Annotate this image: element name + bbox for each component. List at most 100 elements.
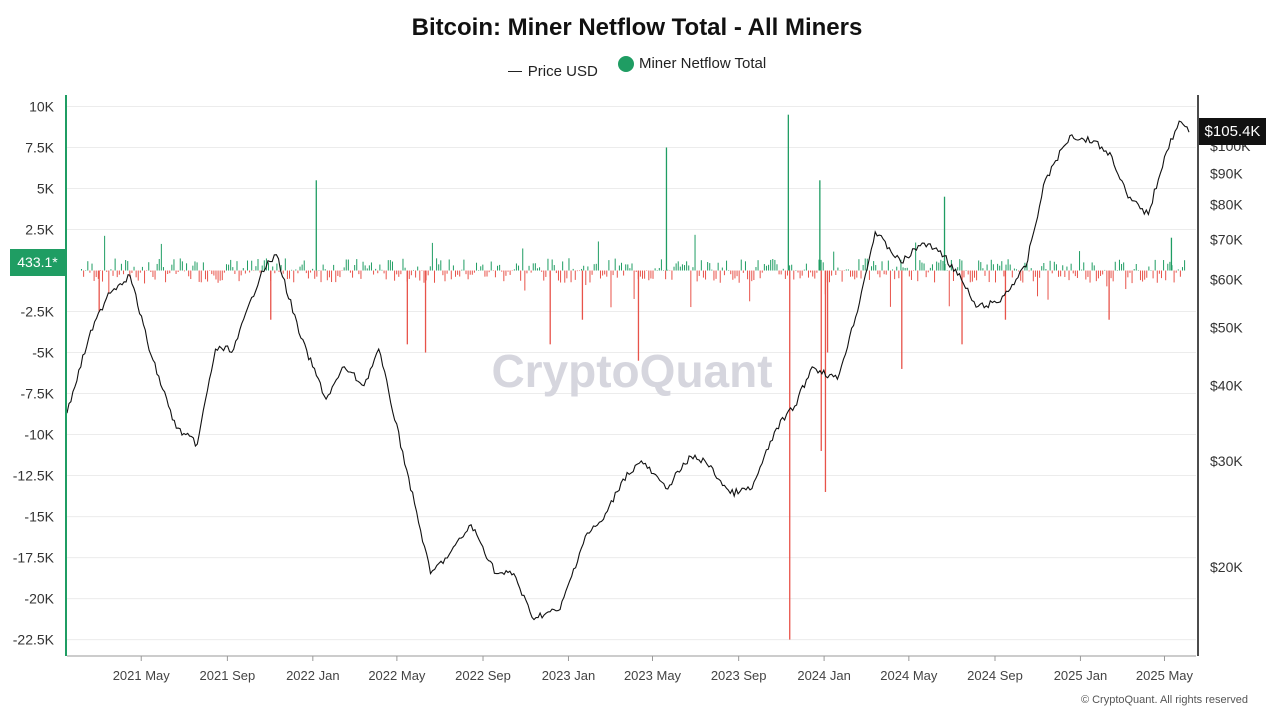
netflow-bar — [299, 266, 301, 271]
netflow-bar — [83, 270, 85, 277]
netflow-bar — [87, 261, 89, 271]
netflow-bar — [595, 263, 597, 271]
left-tick-label: -2.5K — [21, 304, 55, 320]
netflow-bar — [362, 261, 364, 271]
axes — [65, 95, 1199, 657]
netflow-bar — [707, 262, 709, 271]
netflow-bar — [89, 270, 91, 273]
netflow-bar — [286, 270, 288, 280]
left-axis-ticks: 10K 7.5K 5K 2.5K -2.5K -5K -7.5K -10K -12.5K -15K… — [13, 98, 55, 647]
netflow-bar — [627, 264, 629, 271]
netflow-bar — [310, 270, 312, 273]
netflow-bar — [467, 270, 469, 280]
netflow-bar — [486, 270, 488, 277]
netflow-bar — [1104, 269, 1106, 271]
netflow-bar — [829, 270, 831, 283]
netflow-bar — [232, 267, 234, 271]
netflow-bar — [545, 270, 547, 277]
x-tick-label: 2021 May — [113, 668, 171, 683]
line-swatch-icon — [507, 70, 522, 72]
netflow-bar — [144, 270, 146, 284]
netflow-bar — [1165, 270, 1167, 281]
netflow-bar — [322, 264, 324, 271]
netflow-bar — [173, 259, 175, 271]
netflow-bar — [877, 270, 879, 275]
netflow-bar — [465, 270, 467, 275]
netflow-bar — [801, 270, 803, 276]
netflow-bar — [295, 269, 297, 271]
netflow-bar — [656, 270, 658, 271]
netflow-bar — [257, 259, 259, 271]
netflow-bar — [515, 263, 517, 271]
netflow-bar — [919, 260, 921, 271]
netflow-bar — [146, 270, 148, 272]
netflow-bar — [476, 262, 478, 271]
netflow-bar — [1093, 265, 1095, 271]
netflow-bar — [331, 270, 333, 283]
netflow-bar — [278, 270, 280, 272]
netflow-bar — [165, 270, 167, 283]
netflow-bar — [379, 264, 381, 271]
netflow-bar — [251, 260, 253, 271]
netflow-spike-bar — [581, 270, 584, 320]
x-tick-label: 2022 May — [368, 668, 426, 683]
netflow-bar — [591, 270, 593, 275]
netflow-bar — [778, 270, 780, 275]
netflow-bar — [238, 270, 240, 282]
netflow-bar — [358, 270, 360, 275]
netflow-bar — [352, 270, 354, 278]
netflow-bar — [1102, 270, 1104, 275]
left-tick-label: -15K — [24, 509, 54, 525]
netflow-bar — [719, 270, 721, 283]
netflow-bar — [125, 260, 127, 271]
netflow-bar — [429, 266, 431, 271]
netflow-bar — [154, 270, 156, 280]
x-tick-label: 2023 May — [624, 668, 682, 683]
left-tick-label: -22.5K — [13, 632, 55, 648]
netflow-bar — [679, 266, 681, 271]
netflow-bar — [156, 263, 158, 271]
netflow-bar — [1009, 264, 1011, 271]
netflow-bar — [284, 258, 286, 271]
netflow-bar — [196, 262, 198, 271]
netflow-bar — [900, 259, 902, 271]
netflow-bar — [1179, 270, 1181, 277]
netflow-bar — [1169, 261, 1171, 271]
netflow-bar — [774, 259, 776, 271]
netflow-bar — [913, 270, 915, 272]
chart-title: Bitcoin: Miner Netflow Total - All Miner… — [411, 14, 863, 41]
netflow-bar — [228, 264, 230, 271]
netflow-bar — [866, 258, 868, 271]
netflow-bar — [383, 270, 385, 274]
netflow-spike-bar — [315, 180, 317, 271]
netflow-bar — [459, 270, 461, 277]
netflow-bar — [419, 270, 421, 281]
netflow-bar — [650, 270, 652, 279]
netflow-bar — [158, 258, 160, 271]
netflow-bar — [457, 270, 459, 275]
netflow-bar — [1110, 270, 1112, 279]
netflow-bar — [715, 270, 717, 279]
netflow-bar — [450, 270, 452, 280]
netflow-bar — [786, 270, 788, 276]
legend-item-netflow[interactable]: Miner Netflow Total — [617, 55, 766, 72]
netflow-bar — [568, 258, 570, 271]
netflow-bar — [1150, 270, 1152, 271]
legend-item-price[interactable]: Price USD — [507, 63, 598, 80]
netflow-bar — [230, 259, 232, 271]
netflow-bar — [431, 242, 433, 271]
netflow-bar — [965, 270, 967, 271]
netflow-bar — [652, 270, 654, 279]
netflow-bar — [389, 260, 391, 271]
netflow-bar — [684, 265, 686, 271]
netflow-bar — [1087, 270, 1089, 277]
netflow-bar — [597, 241, 599, 271]
netflow-bar — [843, 270, 845, 272]
netflow-bar — [757, 260, 759, 271]
netflow-bar — [293, 270, 295, 283]
netflow-bar — [314, 270, 316, 279]
netflow-bar — [1083, 262, 1085, 271]
netflow-spike-bar — [961, 270, 963, 345]
netflow-bar — [1013, 268, 1015, 271]
